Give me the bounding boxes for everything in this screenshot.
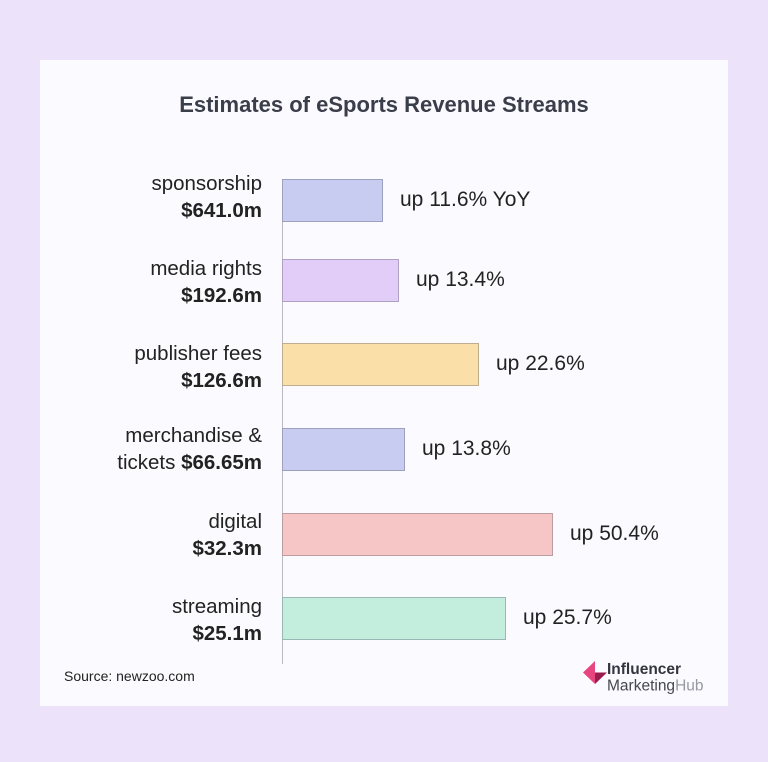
- svg-text:MarketingHub: MarketingHub: [607, 678, 704, 695]
- svg-text:Influencer: Influencer: [607, 661, 681, 678]
